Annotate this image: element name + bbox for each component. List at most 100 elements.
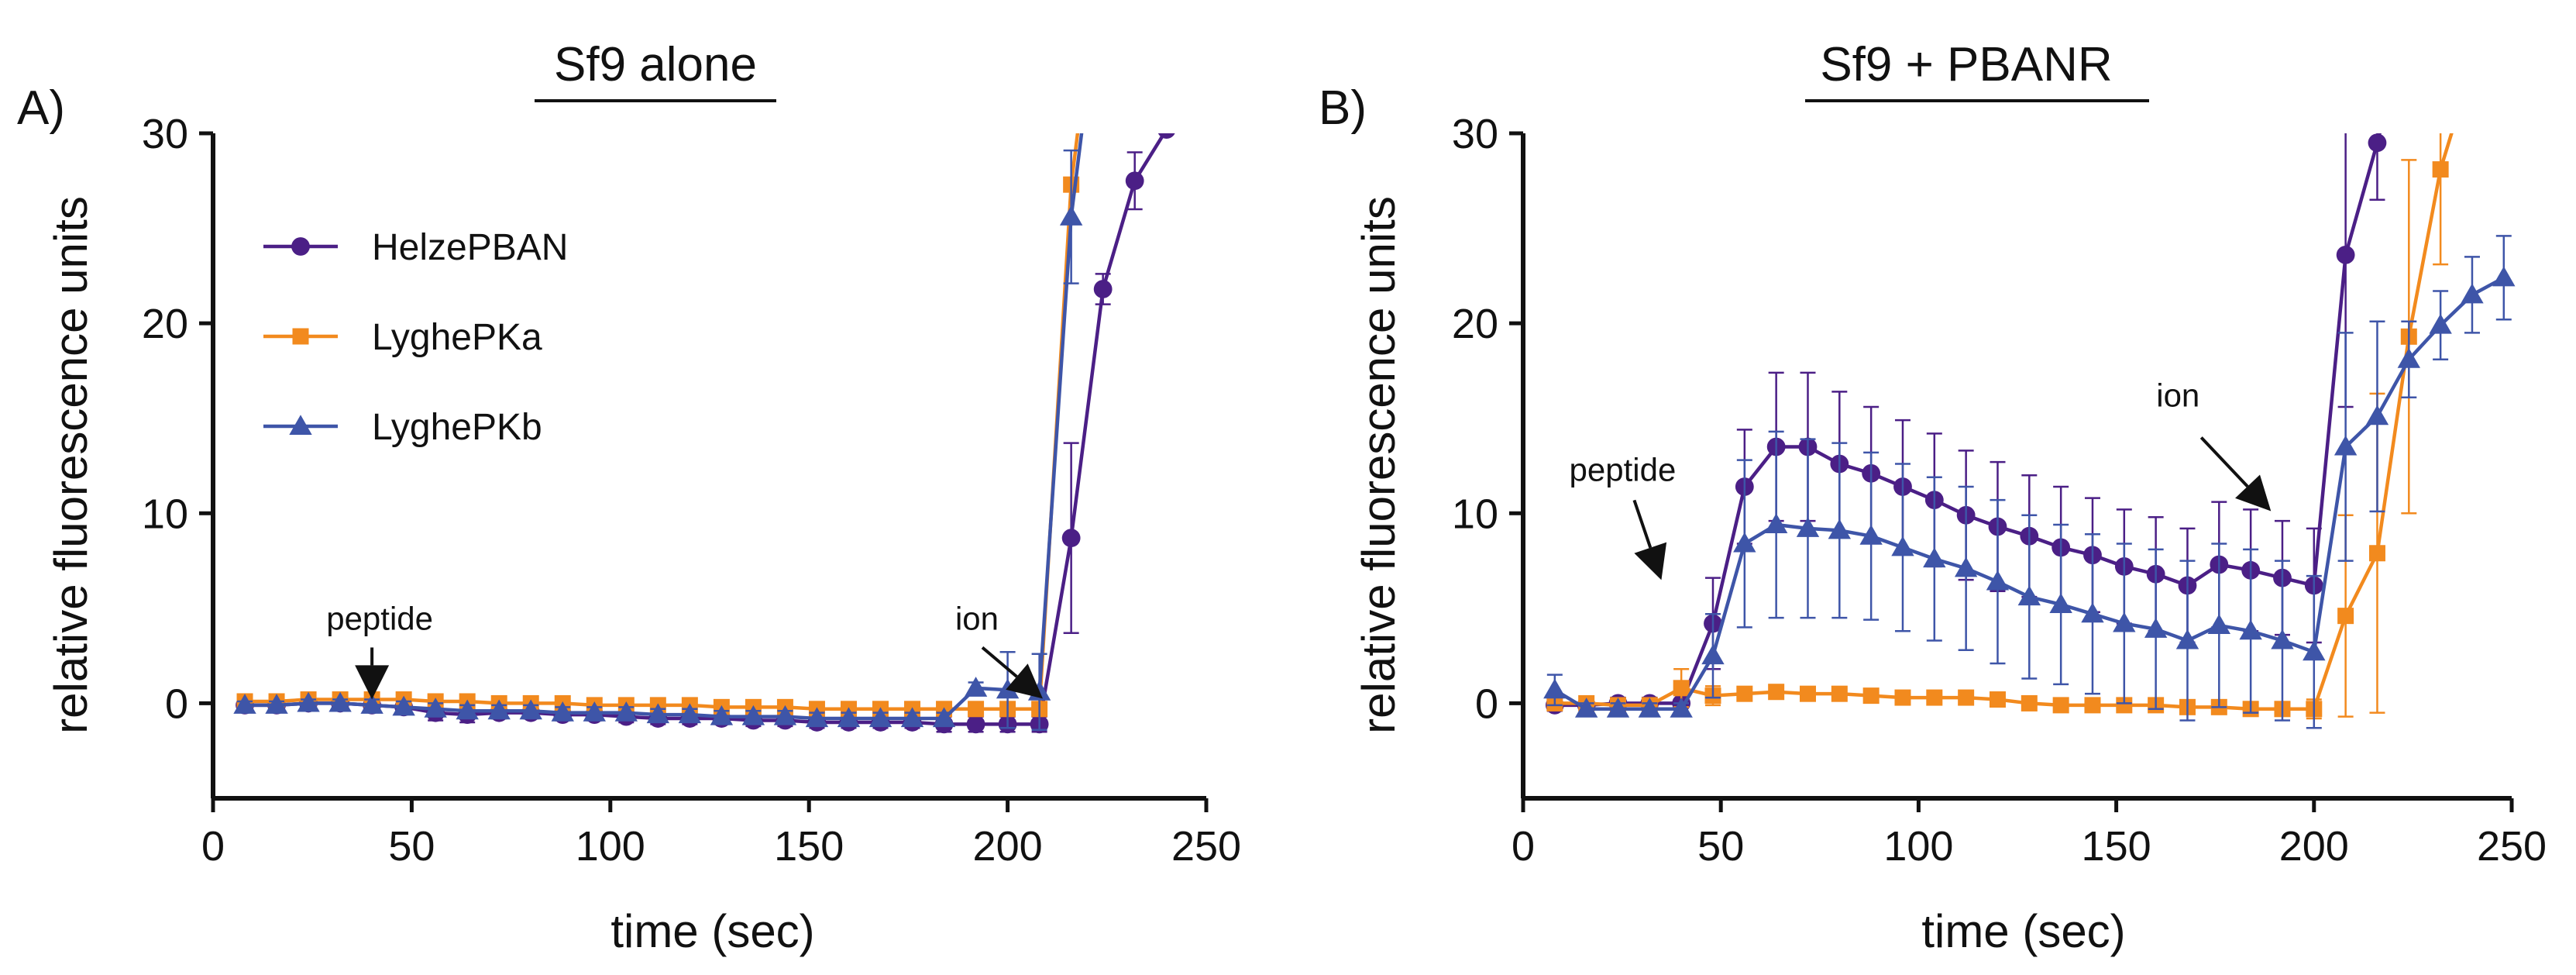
x-tick-label: 100 xyxy=(576,823,645,870)
data-point xyxy=(392,695,415,716)
data-point xyxy=(964,677,988,697)
arrow-icon-head xyxy=(355,665,390,700)
data-point xyxy=(837,707,861,728)
y-tick-label: 0 xyxy=(165,680,188,727)
series-line xyxy=(1554,133,2454,711)
data-point xyxy=(2432,161,2449,178)
data-point xyxy=(2461,283,2484,304)
data-point xyxy=(1543,678,1567,699)
y-axis-title: relative fluorescence units xyxy=(45,196,97,734)
data-point xyxy=(2271,629,2294,649)
data-point xyxy=(1574,698,1598,718)
data-point xyxy=(1923,547,1946,568)
series-lyghepka xyxy=(1546,133,2454,720)
annotation-ion: ion xyxy=(955,600,999,636)
data-point xyxy=(2337,608,2354,625)
data-point xyxy=(966,715,985,734)
data-point xyxy=(2303,640,2326,661)
legend-marker xyxy=(292,328,309,345)
data-point xyxy=(2334,435,2358,456)
data-point xyxy=(1736,685,1753,702)
data-point xyxy=(2113,612,2136,632)
data-point xyxy=(2052,697,2069,714)
data-point xyxy=(1768,684,1785,701)
data-point xyxy=(741,705,765,725)
y-tick-label: 30 xyxy=(1452,111,1498,157)
data-point xyxy=(1954,556,1978,577)
data-point xyxy=(2492,266,2516,287)
x-tick-label: 0 xyxy=(201,823,225,870)
data-point xyxy=(2175,629,2199,649)
arrow-icon xyxy=(355,647,390,700)
data-point xyxy=(646,703,670,724)
series-line xyxy=(1554,133,2382,708)
panel-title: Sf9 + PBANR xyxy=(1820,38,2112,91)
data-point xyxy=(932,707,956,728)
plot-area xyxy=(233,133,1175,734)
arrow-icon-head xyxy=(1634,542,1667,581)
data-point xyxy=(900,707,924,728)
arrow-icon xyxy=(2199,436,2272,512)
annotation-peptide: peptide xyxy=(326,600,433,636)
panel-title: Sf9 alone xyxy=(554,38,757,91)
data-point xyxy=(868,707,892,728)
data-point xyxy=(1606,698,1630,718)
data-point xyxy=(1926,689,1943,706)
y-tick-label: 20 xyxy=(142,301,188,347)
data-point xyxy=(2207,614,2231,634)
data-point xyxy=(1157,133,1175,139)
panel-b: B) Sf9 + PBANR 0 50 100 150 200 250 0 10 20 30 time … xyxy=(1319,38,2547,957)
arrow-icon-head xyxy=(1006,663,1043,699)
data-point xyxy=(1796,517,1820,537)
panel-letter: B) xyxy=(1319,81,1367,135)
data-point xyxy=(1799,685,1816,702)
x-tick-label: 250 xyxy=(2477,823,2547,870)
x-tick-label: 0 xyxy=(1512,823,1535,870)
x-axis-title: time (sec) xyxy=(610,905,814,957)
data-point xyxy=(1733,532,1756,553)
data-point xyxy=(456,699,479,720)
y-axis-title: relative fluorescence units xyxy=(1353,196,1405,734)
data-point xyxy=(2017,585,2041,606)
data-point xyxy=(1958,689,1975,706)
data-point xyxy=(2365,405,2389,425)
y-tick-label: 0 xyxy=(1475,680,1498,727)
data-point xyxy=(2144,618,2168,638)
data-point xyxy=(2049,593,2072,613)
arrow-icon-shaft xyxy=(2199,436,2249,488)
legend-item-lyghepkb: LyghePKb xyxy=(263,407,542,448)
arrow-icon xyxy=(981,646,1043,699)
arrow-icon-shaft xyxy=(1632,499,1653,549)
data-point xyxy=(2081,602,2104,623)
data-point xyxy=(265,694,288,714)
data-point xyxy=(2397,348,2420,368)
y-tick-label: 10 xyxy=(142,491,188,537)
arrow-icon xyxy=(1632,499,1667,581)
series-lyghepkb xyxy=(233,133,1084,731)
data-point xyxy=(1989,691,2006,708)
data-point xyxy=(360,694,383,714)
arrow-icon-head xyxy=(2235,474,2272,512)
annotation-ion: ion xyxy=(2156,377,2199,414)
x-tick-label: 250 xyxy=(1171,823,1241,870)
x-tick-label: 150 xyxy=(2082,823,2151,870)
data-point xyxy=(1093,280,1113,298)
data-point xyxy=(1673,680,1690,697)
series-line xyxy=(245,133,1080,711)
panel-letter: A) xyxy=(17,81,65,135)
x-tick-label: 50 xyxy=(1697,823,1744,870)
data-point xyxy=(2368,545,2385,562)
legend: HelzePBAN LyghePKa LyghePKb xyxy=(263,227,568,448)
panel-a: A) Sf9 alone 0 50 100 150 200 250 0 10 20 30 time (s… xyxy=(17,38,1241,957)
x-tick-label: 200 xyxy=(973,823,1043,870)
data-point xyxy=(805,707,829,728)
data-point xyxy=(1986,570,2010,591)
data-point xyxy=(2239,619,2262,640)
x-tick-label: 100 xyxy=(1883,823,1953,870)
y-tick-label: 20 xyxy=(1452,301,1498,347)
data-point xyxy=(1894,689,1911,706)
data-point xyxy=(2021,694,2038,711)
data-point xyxy=(2084,697,2101,714)
data-point xyxy=(328,691,352,712)
